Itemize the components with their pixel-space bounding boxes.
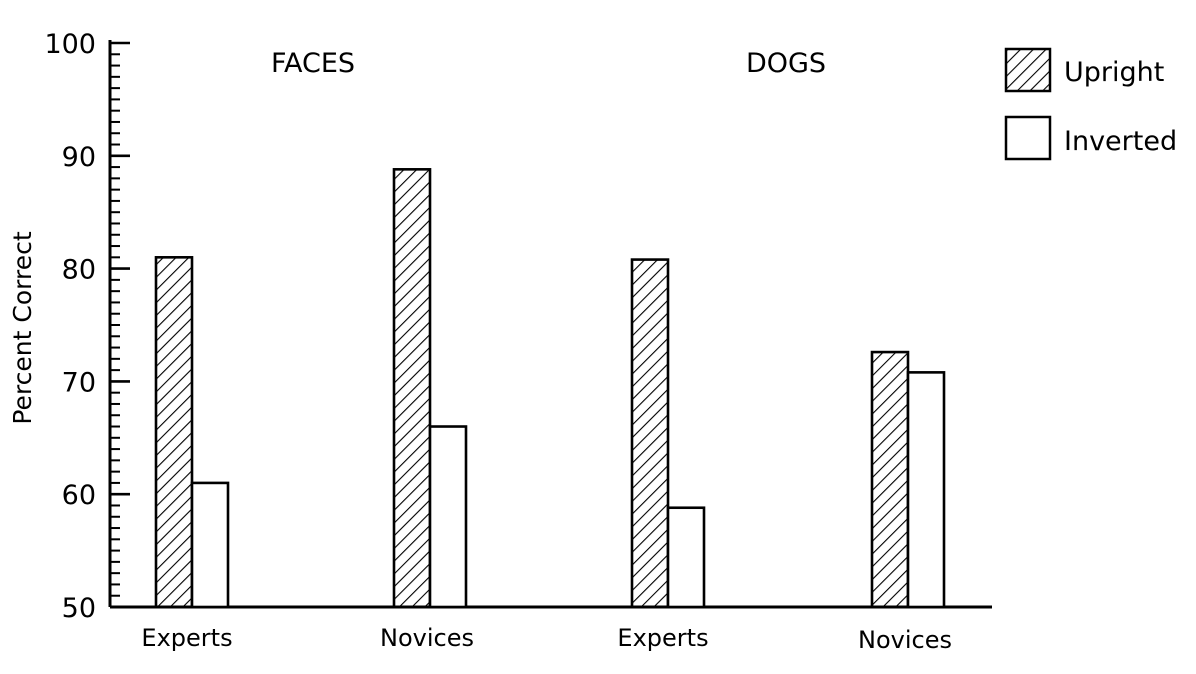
panel-title-faces: FACES: [271, 48, 355, 79]
y-tick-label: 70: [62, 367, 96, 398]
bar-dogs-novices-upright: [870, 350, 910, 609]
legend-label-inverted: Inverted: [1064, 126, 1177, 157]
category-label-dogs-novices: Novices: [858, 626, 952, 654]
bar-faces-novices-inverted: [428, 425, 468, 609]
category-label-faces-experts: Experts: [141, 624, 232, 652]
y-tick-label: 50: [62, 593, 96, 624]
bar-dogs-novices-inverted: [906, 371, 946, 609]
x-axis-tick-labels: Experts Novices Experts Novices: [141, 624, 952, 654]
bar-faces-experts-inverted: [190, 481, 230, 609]
bar-dogs-experts-upright: [630, 258, 670, 609]
y-tick-label: 60: [62, 480, 96, 511]
category-label-faces-novices: Novices: [380, 624, 474, 652]
bar-dogs-experts-inverted: [666, 506, 706, 609]
y-axis-label: Percent Correct: [8, 231, 37, 424]
y-tick-label: 90: [62, 142, 96, 173]
bar-faces-novices-upright: [392, 168, 432, 609]
legend-swatch-inverted: [1004, 115, 1052, 161]
y-tick-label: 100: [44, 29, 96, 60]
legend-label-upright: Upright: [1064, 57, 1164, 88]
y-axis-tick-labels: 50 60 70 80 90 100: [44, 29, 96, 624]
y-tick-label: 80: [62, 255, 96, 286]
category-label-dogs-experts: Experts: [617, 624, 708, 652]
y-axis: 50 60 70 80 90 100: [44, 29, 130, 624]
legend-swatch-upright: [1004, 47, 1052, 93]
y-axis-ticks: [110, 41, 130, 609]
bar-faces-experts-upright: [154, 256, 194, 609]
legend: Upright Inverted: [1004, 47, 1177, 161]
bars: [154, 168, 946, 609]
panel-title-dogs: DOGS: [746, 48, 826, 79]
